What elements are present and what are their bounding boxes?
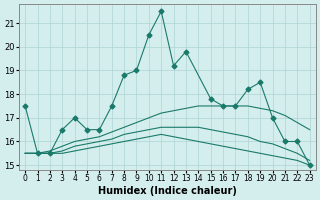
X-axis label: Humidex (Indice chaleur): Humidex (Indice chaleur)	[98, 186, 237, 196]
